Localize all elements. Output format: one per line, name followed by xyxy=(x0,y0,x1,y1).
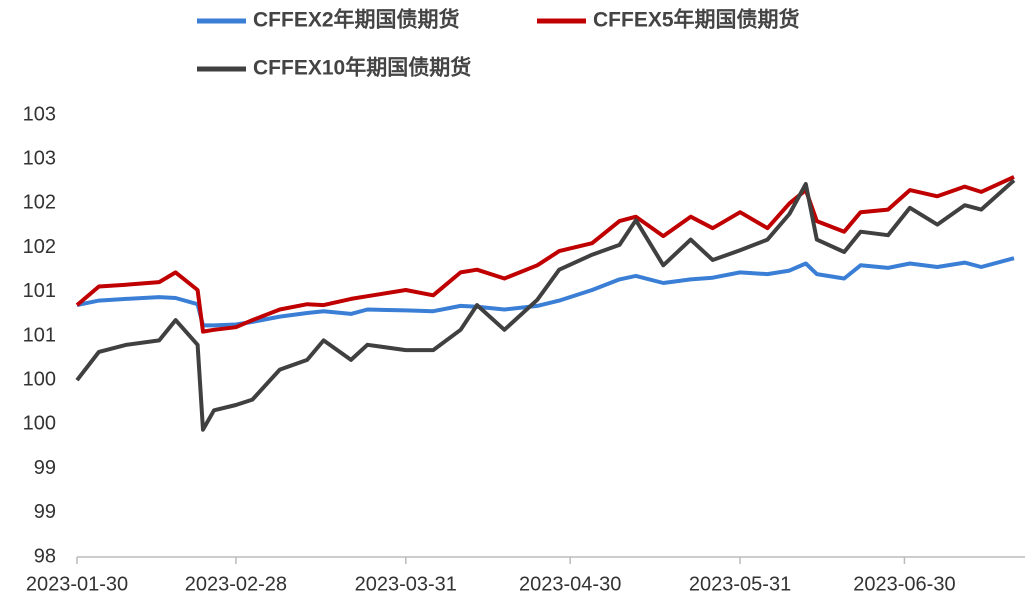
x-tick-label: 2023-06-30 xyxy=(853,573,955,595)
x-tick-label: 2023-02-28 xyxy=(185,573,287,595)
series-line xyxy=(75,178,1016,432)
y-tick-label: 101 xyxy=(23,280,56,302)
y-tick-label: 98 xyxy=(34,545,56,567)
x-tick-label: 2023-04-30 xyxy=(519,573,621,595)
x-tick-label: 2023-05-31 xyxy=(689,573,791,595)
y-tick-label: 99 xyxy=(34,501,56,523)
y-tick-label: 102 xyxy=(23,192,56,214)
legend-label: CFFEX2年期国债期货 xyxy=(253,8,460,32)
x-tick-label: 2023-03-31 xyxy=(355,573,457,595)
y-tick-label: 100 xyxy=(23,368,56,390)
legend-label: CFFEX5年期国债期货 xyxy=(593,8,800,32)
x-tick-label: 2023-01-30 xyxy=(26,573,128,595)
series-line xyxy=(75,175,1015,334)
y-tick-label: 102 xyxy=(23,236,56,258)
y-tick-label: 99 xyxy=(34,457,56,479)
series-line xyxy=(76,256,1015,328)
y-tick-label: 101 xyxy=(23,324,56,346)
y-tick-label: 100 xyxy=(23,413,56,435)
legend-label: CFFEX10年期国债期货 xyxy=(253,56,471,80)
y-tick-label: 103 xyxy=(23,103,56,125)
y-tick-label: 103 xyxy=(23,147,56,169)
